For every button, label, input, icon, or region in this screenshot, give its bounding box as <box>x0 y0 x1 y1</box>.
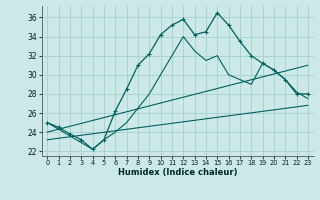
X-axis label: Humidex (Indice chaleur): Humidex (Indice chaleur) <box>118 168 237 177</box>
